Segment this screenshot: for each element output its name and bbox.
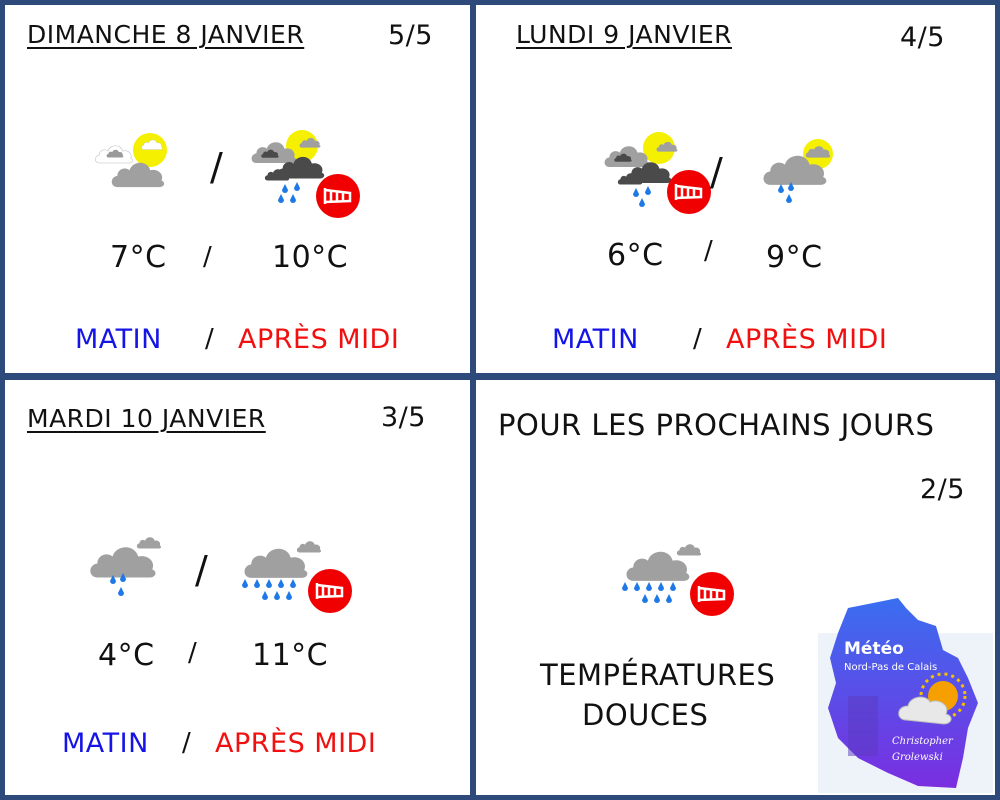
day-score: 4/5 — [900, 22, 945, 53]
cloud-showers-icon — [90, 537, 162, 596]
outlook-title: POUR LES PROCHAINS JOURS — [498, 408, 935, 442]
afternoon-label: APRÈS MIDI — [215, 728, 377, 759]
cloud-heavy-rain-wind-icon — [622, 544, 734, 616]
sun-clouds-icon — [94, 133, 167, 188]
sun-clouds-rain-wind-icon — [251, 130, 360, 218]
day-panel-tuesday — [5, 380, 470, 795]
morning-label: MATIN — [62, 728, 149, 759]
sun-clouds-rain-wind-icon — [604, 132, 711, 214]
day-title: DIMANCHE 8 JANVIER — [27, 20, 305, 49]
icon-separator: / — [195, 548, 209, 592]
icon-separator: / — [210, 145, 224, 189]
label-separator: / — [205, 324, 215, 354]
temp-separator: / — [188, 638, 198, 668]
day-panel-monday — [476, 5, 995, 373]
day-score: 5/5 — [388, 20, 433, 51]
day-panel-sunday — [5, 5, 470, 373]
temp-separator: / — [704, 236, 714, 266]
logo-author1: Christopher — [892, 736, 954, 747]
outlook-text-line1: TEMPÉRATURES — [540, 658, 776, 692]
morning-label: MATIN — [75, 324, 162, 355]
logo-subtitle: Nord-Pas de Calais — [844, 662, 937, 673]
outlook-text-line2: DOUCES — [582, 698, 709, 732]
afternoon-temp: 10°C — [272, 240, 349, 275]
logo-title: Météo — [844, 639, 904, 659]
morning-temp: 7°C — [110, 240, 167, 275]
day-score: 3/5 — [381, 402, 426, 433]
logo-author2: Grolewski — [892, 752, 943, 763]
day-title: MARDI 10 JANVIER — [27, 404, 266, 433]
temp-separator: / — [203, 242, 213, 272]
outlook-score: 2/5 — [920, 474, 965, 505]
morning-temp: 4°C — [98, 638, 155, 673]
meteo-logo: Météo Nord-Pas de Calais Christopher Gro… — [818, 598, 993, 793]
afternoon-label: APRÈS MIDI — [726, 324, 888, 355]
morning-label: MATIN — [552, 324, 639, 355]
sun-cloud-showers-icon — [763, 139, 833, 203]
day-title: LUNDI 9 JANVIER — [516, 20, 732, 49]
cloud-heavy-rain-wind-icon — [242, 541, 352, 613]
afternoon-temp: 9°C — [766, 240, 823, 275]
label-separator: / — [693, 324, 703, 354]
afternoon-temp: 11°C — [252, 638, 329, 673]
afternoon-label: APRÈS MIDI — [238, 324, 400, 355]
morning-temp: 6°C — [607, 238, 664, 273]
label-separator: / — [182, 728, 192, 758]
icon-separator: / — [710, 150, 724, 194]
